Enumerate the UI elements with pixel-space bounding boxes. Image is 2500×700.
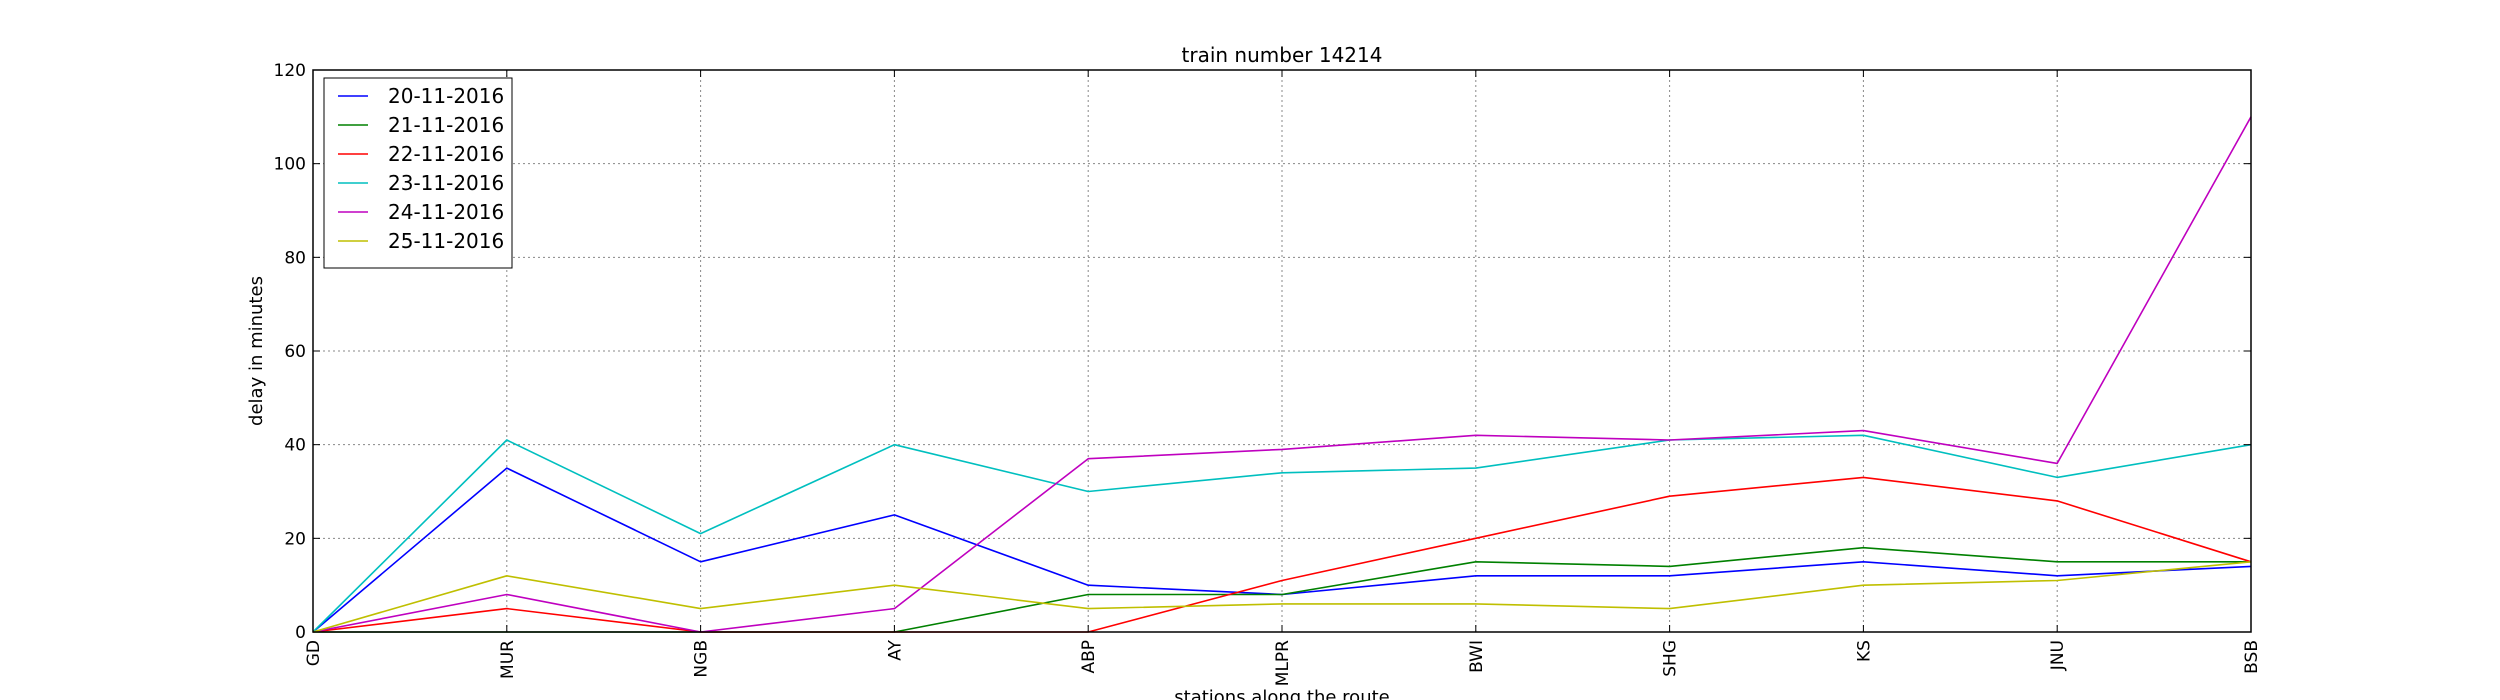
x-tick-label: BWI (1467, 640, 1487, 673)
x-tick-label: GD (304, 640, 324, 666)
legend-label: 20-11-2016 (388, 84, 504, 108)
y-tick-label: 120 (274, 61, 306, 81)
y-tick-label: 80 (284, 248, 306, 268)
legend-label: 22-11-2016 (388, 142, 504, 166)
y-tick-label: 60 (284, 342, 306, 362)
x-tick-label: MLPR (1273, 640, 1293, 686)
series-line-24-11-2016 (312, 116, 2252, 633)
y-axis-title: delay in minutes (246, 276, 267, 426)
x-tick-label: NGB (692, 640, 712, 678)
legend-label: 25-11-2016 (388, 229, 504, 253)
axis-ticks: GD MUR NGB AY ABP MLPR BWI SHG KS JNU BSB 0 20 40 60 80… (274, 61, 2262, 686)
y-tick-label: 0 (295, 623, 306, 643)
series-line-22-11-2016 (312, 476, 2252, 633)
legend-label: 21-11-2016 (388, 113, 504, 137)
x-tick-label: KS (1854, 640, 1874, 662)
x-tick-label: MUR (498, 640, 518, 679)
legend: 20-11-2016 21-11-2016 22-11-2016 23-11-2016… (323, 77, 513, 269)
legend-label: 24-11-2016 (388, 200, 504, 224)
series-group (312, 116, 2252, 633)
legend-label: 23-11-2016 (388, 171, 504, 195)
chart-title: train number 14214 (1182, 43, 1383, 67)
grid (313, 70, 2251, 632)
x-tick-label: ABP (1079, 640, 1099, 674)
y-tick-label: 100 (274, 155, 306, 175)
y-tick-label: 20 (284, 529, 306, 549)
series-line-23-11-2016 (312, 434, 2252, 633)
legend-box (323, 77, 513, 269)
y-tick-label: 40 (284, 436, 306, 456)
series-line-25-11-2016 (312, 561, 2252, 633)
x-tick-label: AY (885, 639, 905, 660)
x-tick-label: SHG (1661, 640, 1681, 677)
x-axis-title: stations along the route (1174, 687, 1389, 700)
x-tick-label: BSB (2242, 640, 2262, 674)
x-tick-label: JNU (2048, 640, 2068, 671)
